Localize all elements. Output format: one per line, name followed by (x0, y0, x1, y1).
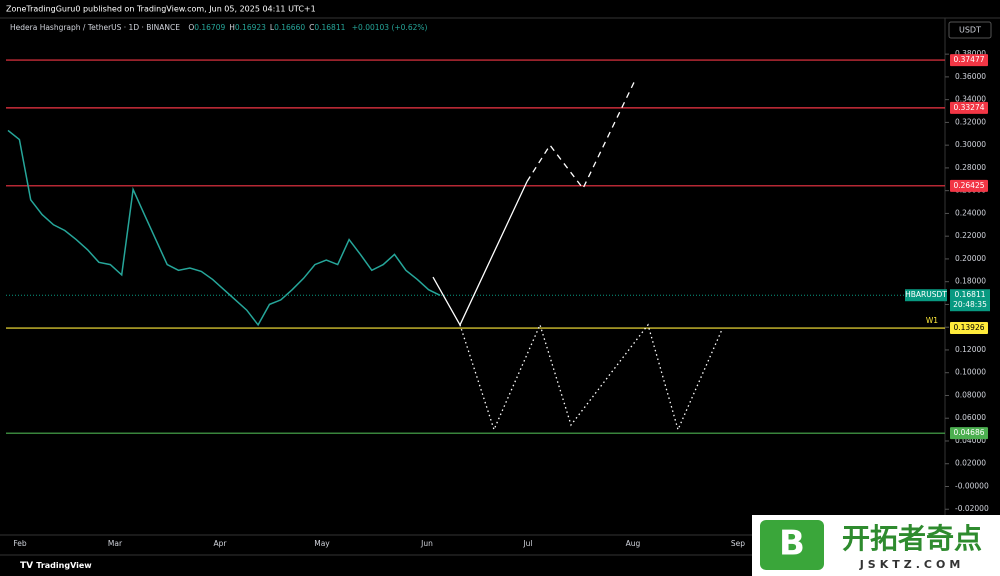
price-line (7, 129, 441, 327)
x-tick-label: Aug (626, 539, 641, 548)
y-tick-label: 0.08000 (955, 390, 986, 399)
y-tick-label: 0.10000 (955, 368, 986, 377)
level-label-bg (950, 427, 988, 440)
countdown: 20:48:35 (953, 300, 987, 309)
y-tick-label: -0.02000 (955, 504, 989, 513)
level-label-bg (950, 322, 988, 335)
y-tick-label: 0.38000 (955, 49, 986, 58)
publisher: ZoneTradingGuru0 published on TradingVie… (6, 5, 316, 14)
plot: 0.38000 0.36000 0.34000 0.32000 0.30000 0.280… (6, 49, 990, 548)
symbol-label: HBARUSDT (905, 290, 947, 299)
x-tick-label: May (314, 539, 330, 548)
ohlc-value: 0.16660 (274, 23, 305, 32)
symbol-title: Hedera Hashgraph / TetherUS · 1D · BINAN… (10, 23, 180, 32)
y-tick-label: 0.34000 (955, 95, 986, 104)
ohlc-key: H (229, 23, 235, 32)
y-tick-label: 0.28000 (955, 163, 986, 172)
projection (459, 323, 723, 432)
footer-brand-text: TradingView (36, 561, 92, 570)
level-label: 0.37477 (953, 55, 984, 64)
ohlc: O0.16709 H0.16923 L0.16660 C0.16811 (188, 23, 345, 32)
y-tick-label: 0.22000 (955, 231, 986, 240)
x-tick-label: Jul (522, 539, 532, 548)
level-label: 0.26425 (953, 181, 984, 190)
projection (526, 80, 636, 190)
currency-button[interactable] (948, 21, 992, 39)
x-tick-label: Feb (13, 539, 27, 548)
ohlc-value: 0.16709 (194, 23, 225, 32)
y-tick-label: 0.04000 (955, 436, 986, 445)
ohlc-key: L (270, 23, 275, 32)
x-tick-label: Jun (420, 539, 433, 548)
level-label: 0.33274 (953, 103, 984, 112)
legend-line: Hedera Hashgraph / TetherUS · 1D · BINAN… (10, 23, 427, 32)
watermark: B 开拓者奇点 JSKTZ.COM (752, 515, 1000, 576)
y-tick-label: 0.02000 (955, 459, 986, 468)
change: +0.00103 (+0.62%) (352, 23, 428, 32)
ohlc-value: 0.16811 (314, 23, 345, 32)
ohlc-value: 0.16923 (235, 23, 266, 32)
level-tag: W1 (926, 316, 938, 325)
y-tick-label: -0.00000 (955, 481, 989, 490)
y-tick-label: 0.12000 (955, 345, 986, 354)
footer-brand: 𝗧𝗩 TradingView (20, 561, 92, 571)
watermark-title: 开拓者奇点 (842, 522, 982, 555)
y-tick-label: 0.36000 (955, 72, 986, 81)
level-label: 0.13926 (953, 323, 984, 332)
x-tick-label: Sep (731, 539, 745, 548)
x-tick-label: Mar (108, 539, 123, 548)
level-label-bg (950, 179, 988, 192)
y-tick-label: 0.24000 (955, 208, 986, 217)
ohlc-key: O (188, 23, 194, 32)
symbol-label-bg (905, 289, 947, 302)
level-label-bg (950, 54, 988, 67)
y-tick-label: 0.32000 (955, 117, 986, 126)
y-tick-label: 0.18000 (955, 277, 986, 286)
y-tick-label: 0.20000 (955, 254, 986, 263)
y-tick-label: 0.30000 (955, 140, 986, 149)
watermark-url: JSKTZ.COM (859, 558, 965, 571)
x-tick-label: Apr (214, 539, 228, 548)
currency[interactable]: USDT (959, 26, 981, 35)
y-tick-label: 0.06000 (955, 413, 986, 422)
last-price-bg (950, 289, 990, 312)
watermark-logo: B (779, 524, 805, 564)
ohlc-key: C (309, 23, 314, 32)
last-price: 0.16811 (954, 290, 985, 299)
level-label-bg (950, 101, 988, 114)
watermark-logo-bg (760, 520, 824, 570)
level-label: 0.04686 (953, 428, 984, 437)
